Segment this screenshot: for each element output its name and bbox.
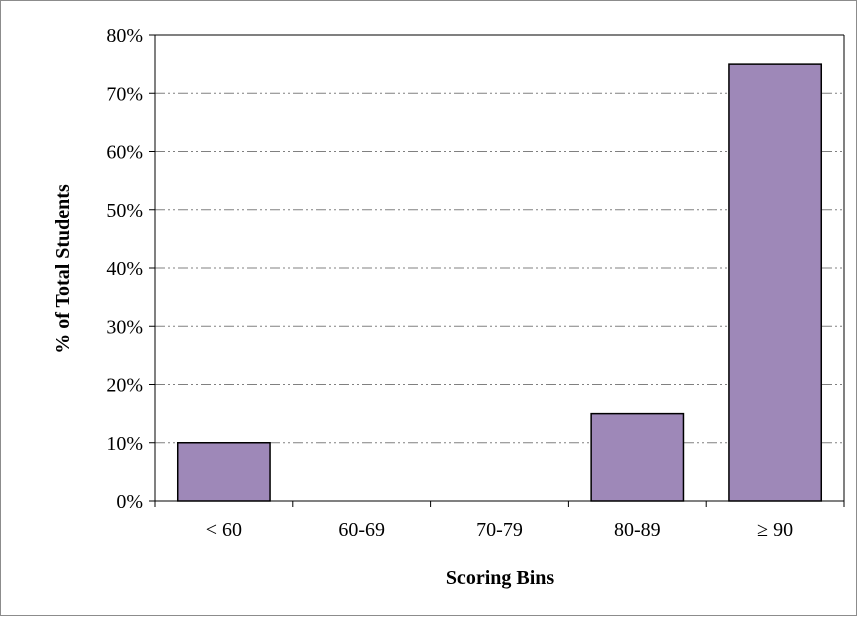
bar-0 xyxy=(176,442,271,502)
bar-4 xyxy=(728,63,823,502)
x-axis-title: Scoring Bins xyxy=(446,567,555,589)
x-tick-label: 70-79 xyxy=(476,519,523,541)
x-tick-label: 60-69 xyxy=(338,519,385,541)
bar-3 xyxy=(590,412,685,502)
y-tick-label: 30% xyxy=(106,316,143,338)
x-tick-label: 80-89 xyxy=(614,519,661,541)
y-tick-label: 0% xyxy=(116,491,143,513)
y-tick-label: 80% xyxy=(106,25,143,47)
x-tick-label: ≥ 90 xyxy=(757,519,793,541)
y-tick-label: 20% xyxy=(106,375,143,397)
y-tick-label: 50% xyxy=(106,200,143,222)
y-tick-label: 40% xyxy=(106,258,143,280)
axes xyxy=(149,34,845,507)
x-tick-labels: < 60 60-69 70-79 80-89 ≥ 90 xyxy=(206,519,793,541)
x-tick-label: < 60 xyxy=(206,519,242,541)
bars xyxy=(176,63,823,502)
y-tick-labels: 0% 10% 20% 30% 40% 50% 60% 70% 80% xyxy=(106,25,143,513)
y-tick-label: 70% xyxy=(106,83,143,105)
y-tick-label: 10% xyxy=(106,433,143,455)
y-tick-label: 60% xyxy=(106,142,143,164)
y-axis-title: % of Total Students xyxy=(52,184,74,354)
